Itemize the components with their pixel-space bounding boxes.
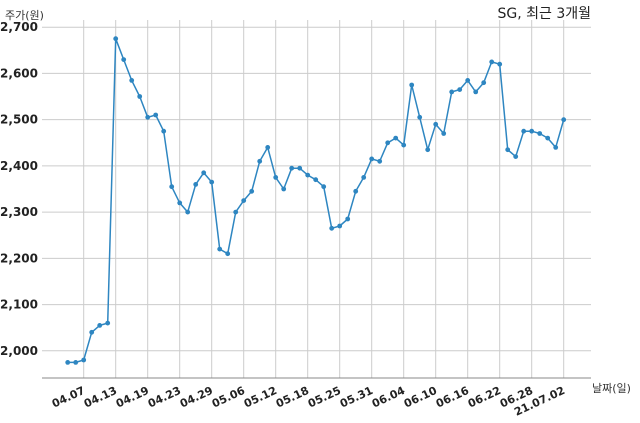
data-point (185, 209, 191, 215)
x-tick-label: 04.07 (50, 384, 87, 410)
y-tick-labels: 2,000 2,100 2,200 2,300 2,400 2,500 2,600 2,700 (0, 20, 38, 358)
data-point (489, 59, 495, 65)
x-tick-label: 04.29 (178, 384, 215, 410)
data-point (329, 225, 335, 231)
x-tick-label: 05.18 (274, 384, 311, 410)
x-tick-labels: 04.0704.1304.1904.2304.2905.0605.1205.18… (50, 384, 567, 419)
data-point (257, 158, 263, 164)
x-tick-label: 05.06 (210, 384, 247, 411)
data-point (209, 179, 215, 185)
data-point (161, 128, 167, 134)
data-point (81, 357, 87, 363)
x-tick-label: 06.22 (466, 384, 503, 410)
y-tick-label: 2,300 (0, 205, 38, 219)
x-tick-label: 05.31 (338, 384, 375, 410)
data-point (505, 147, 511, 153)
data-point (249, 188, 255, 194)
data-point (89, 329, 95, 335)
data-point (337, 223, 343, 229)
data-point (537, 131, 543, 136)
data-point (353, 188, 359, 194)
data-point (65, 360, 71, 365)
x-tick-label: 05.12 (242, 384, 279, 410)
data-point (241, 198, 247, 204)
data-point (169, 184, 175, 190)
data-point (521, 128, 527, 134)
data-point (465, 78, 471, 83)
x-tick-label: 04.19 (114, 384, 151, 410)
data-point (193, 182, 199, 187)
grid (42, 20, 591, 378)
y-tick-label: 2,400 (0, 159, 38, 173)
data-point (201, 170, 207, 176)
data-point (345, 216, 351, 222)
y-tick-label: 2,700 (0, 20, 38, 34)
data-point (513, 154, 519, 160)
data-point (281, 186, 287, 192)
data-point (529, 128, 535, 134)
data-point (393, 135, 399, 141)
data-point (297, 165, 303, 171)
data-point (473, 89, 479, 95)
data-point (545, 135, 551, 141)
data-point (265, 145, 271, 150)
data-point (273, 175, 279, 180)
x-axis-label: 날짜(일) (592, 381, 631, 395)
data-point (457, 87, 463, 92)
y-tick-label: 2,100 (0, 298, 38, 312)
data-point (313, 177, 319, 183)
data-point (305, 172, 311, 178)
data-point (401, 142, 407, 148)
data-point (225, 251, 231, 257)
series-line-group (67, 37, 565, 364)
data-point (377, 158, 383, 164)
y-axis-label: 주가(원) (5, 9, 44, 22)
x-tick-label: 06.16 (434, 384, 471, 411)
data-point (425, 147, 431, 153)
x-tick-label: 06.10 (402, 384, 439, 411)
data-point (417, 114, 423, 120)
y-tick-label: 2,200 (0, 251, 38, 265)
data-point (129, 78, 135, 83)
x-tick-label: 04.23 (146, 384, 183, 410)
data-point (385, 140, 391, 146)
data-point (441, 131, 447, 136)
y-tick-label: 2,500 (0, 113, 38, 127)
data-point (73, 360, 79, 365)
data-point (561, 117, 567, 123)
data-point (361, 175, 367, 180)
data-point (433, 121, 439, 127)
data-point (553, 145, 559, 150)
x-tick-label: 06.04 (370, 384, 407, 411)
series-line (67, 37, 565, 364)
data-point (97, 323, 103, 328)
data-point (153, 112, 159, 118)
data-point (449, 89, 455, 95)
data-point (121, 57, 127, 62)
x-tick-label: 05.25 (306, 384, 343, 410)
data-point (409, 82, 415, 88)
data-point (177, 200, 183, 206)
data-point (217, 246, 223, 252)
data-point (497, 61, 503, 67)
y-tick-label: 2,000 (0, 344, 38, 358)
chart-title: SG, 최근 3개월 (497, 6, 591, 22)
data-point (137, 94, 143, 99)
data-point (321, 184, 327, 190)
data-point (113, 36, 119, 42)
x-tick-label: 04.13 (82, 384, 119, 410)
data-points (65, 36, 567, 365)
data-point (481, 80, 487, 86)
data-point (289, 165, 295, 171)
y-tick-label: 2,600 (0, 66, 38, 80)
data-point (369, 156, 375, 162)
data-point (145, 114, 151, 120)
data-point (233, 209, 239, 215)
data-point (105, 320, 111, 326)
